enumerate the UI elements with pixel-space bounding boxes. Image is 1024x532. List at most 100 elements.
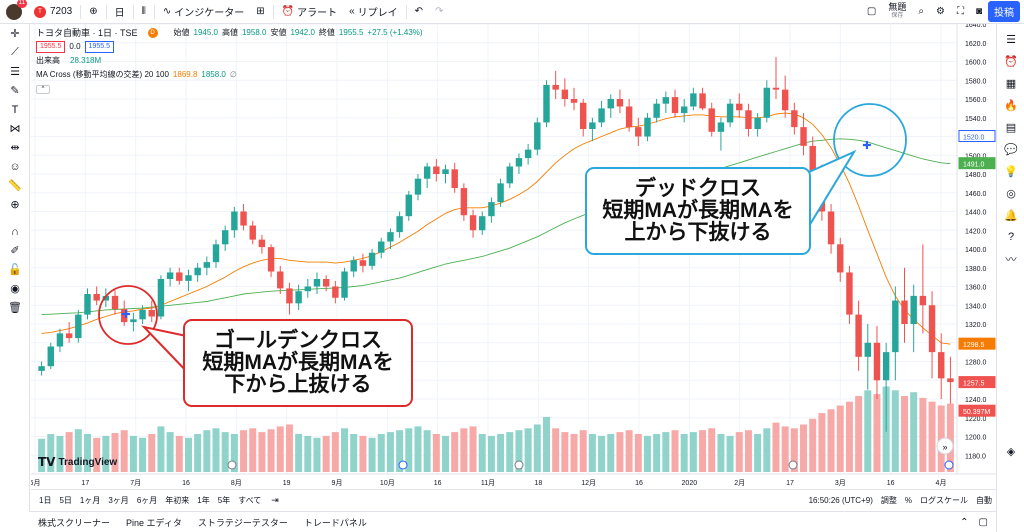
dividend-marker[interactable] — [398, 460, 408, 470]
help-button[interactable]: ? — [997, 226, 1024, 248]
calendar-range-icon[interactable]: ⇥ — [271, 495, 279, 505]
time-tick-label: 8月 — [231, 479, 242, 487]
volume-bar — [285, 424, 293, 472]
chart-type-button[interactable]: ⫴ — [136, 0, 152, 24]
alert-button[interactable]: ⏰ アラート — [276, 0, 343, 24]
footer-tab-0[interactable]: 株式スクリーナー — [38, 517, 111, 528]
settings-button[interactable]: ⚙ — [930, 0, 951, 24]
ask-box[interactable]: 1955.5 — [84, 41, 114, 53]
scroll-to-realtime-button[interactable] — [936, 437, 954, 455]
layout-select-button[interactable]: ▢ — [861, 0, 882, 24]
indicators-button[interactable]: ∿ インジケーター — [157, 0, 250, 24]
volume-bar — [469, 426, 477, 472]
volume-bar — [93, 437, 101, 472]
range-button-0[interactable]: 1日 — [39, 496, 52, 505]
maximize-panel-icon[interactable]: ▢ — [978, 516, 988, 528]
log-scale-button[interactable]: ログスケール — [920, 496, 968, 505]
layout-grid-button[interactable]: ⊞ — [250, 0, 270, 24]
volume-bar — [249, 428, 257, 472]
legend-symbol-title[interactable]: トヨタ自動車 · 1日 · TSE — [36, 28, 138, 38]
legend-collapse-button[interactable]: ^ — [36, 84, 50, 94]
pattern-tool[interactable]: ⋈ — [0, 119, 30, 138]
measure-tool[interactable]: ⇹ — [0, 138, 30, 157]
streams-button[interactable]: ◎ — [997, 182, 1024, 204]
auto-scale-button[interactable]: 自動 — [976, 496, 992, 505]
range-button-8[interactable]: すべて — [238, 496, 262, 505]
volume-bar — [855, 396, 863, 472]
quick-search-button[interactable]: ⌕ — [912, 0, 930, 24]
brush-tool[interactable]: ✎ — [0, 81, 30, 100]
time-tick-label: 16 — [182, 480, 190, 487]
footer-tab-list: 株式スクリーナー Pine エディタ ストラテジーテスター トレードパネル — [30, 516, 375, 529]
watchlist-button[interactable]: ☰ — [997, 28, 1024, 50]
time-tick-label: 17 — [786, 480, 794, 487]
crosshair-tool[interactable]: ✛ — [0, 24, 30, 43]
adjust-button[interactable]: 調整 — [880, 496, 897, 505]
trend-line-tool[interactable]: ⟋ — [0, 43, 30, 62]
replay-button[interactable]: «リプレイ — [343, 0, 404, 24]
earnings-marker[interactable] — [788, 460, 798, 470]
chat-button[interactable]: 💬 — [997, 138, 1024, 160]
candle-body — [277, 271, 284, 289]
range-button-6[interactable]: 1年 — [197, 496, 210, 505]
hotlist-button[interactable]: 🔥 — [997, 94, 1024, 116]
undo-icon: ↶ — [414, 6, 424, 17]
alerts-panel-button[interactable]: ⏰ — [997, 50, 1024, 72]
magnet-tool[interactable]: ∩ — [0, 222, 30, 241]
hide-tool[interactable]: ◉ — [0, 279, 30, 298]
symbol-search[interactable]: T 7203 — [28, 0, 78, 24]
fullscreen-button[interactable]: ⛶ — [951, 0, 970, 24]
earnings-marker[interactable] — [514, 460, 524, 470]
percent-button[interactable]: % — [904, 496, 912, 505]
bid-box[interactable]: 1955.5 — [36, 41, 66, 53]
range-button-3[interactable]: 3ヶ月 — [108, 496, 129, 505]
avatar[interactable]: 11 — [6, 0, 27, 20]
lock-tool[interactable]: 🔓 — [0, 260, 30, 279]
fib-tool[interactable]: ☰ — [0, 62, 30, 81]
footer-tab-3[interactable]: トレードパネル — [303, 517, 367, 528]
interval-button[interactable]: 日 — [114, 8, 125, 19]
text-tool[interactable]: T — [0, 100, 30, 119]
footer-tab-1[interactable]: Pine エディタ — [126, 517, 182, 528]
range-button-5[interactable]: 年初来 — [165, 496, 190, 505]
layout-name[interactable]: 無題 保存 — [882, 0, 912, 24]
remove-tool[interactable]: 🗑 — [0, 298, 30, 317]
layers-button[interactable]: ◈ — [997, 440, 1024, 462]
ruler-tool[interactable]: 📏 — [0, 176, 30, 195]
candle-body — [102, 295, 110, 301]
time-tick-label: 2月 — [734, 479, 745, 487]
snapshot-button[interactable]: ◙ — [970, 0, 988, 24]
clock[interactable]: 16:50:26 (UTC+9) — [808, 496, 873, 505]
signal-button[interactable]: 〰 — [997, 248, 1024, 270]
collapse-panel-icon[interactable]: ⌃ — [960, 516, 969, 528]
earnings-marker[interactable] — [227, 460, 237, 470]
range-button-2[interactable]: 1ヶ月 — [79, 496, 101, 505]
lock-draw-tool[interactable]: ✐ — [0, 241, 30, 260]
add-symbol-button[interactable]: ⊕ — [83, 0, 103, 24]
data-window-button[interactable]: ▦ — [997, 72, 1024, 94]
volume-bar — [910, 392, 918, 472]
redo-button[interactable]: ↷ — [429, 0, 449, 24]
range-button-4[interactable]: 6ヶ月 — [136, 496, 158, 505]
candle-body — [763, 87, 771, 118]
ma-long-value: 1858.0 — [201, 70, 226, 79]
volume-bar — [506, 432, 514, 472]
ma-indicator-label[interactable]: MA Cross (移動平均線の交差) 20 100 — [36, 70, 169, 79]
undo-button[interactable]: ↶ — [409, 0, 429, 24]
zoom-tool[interactable]: ⊕ — [0, 195, 30, 214]
range-button-7[interactable]: 5年 — [217, 496, 231, 505]
candle-body — [240, 211, 247, 226]
dividend-marker[interactable] — [944, 460, 954, 470]
volume-bar — [313, 437, 321, 472]
calendar-button[interactable]: ▤ — [997, 116, 1024, 138]
footer-tab-2[interactable]: ストラテジーテスター — [197, 517, 288, 528]
notifications-button[interactable]: 🔔 — [997, 204, 1024, 226]
price-tick-label: 1460.0 — [965, 191, 987, 198]
range-button-1[interactable]: 5日 — [59, 496, 72, 505]
post-button[interactable]: 投稿 — [988, 1, 1020, 22]
price-tick-label: 1560.0 — [965, 97, 987, 104]
price-chart[interactable]: 1640.0 1620.0 1600.0 1580.0 1560.0 1540.0 1520… — [31, 24, 996, 489]
emoji-tool[interactable]: ☺ — [0, 157, 30, 176]
time-axis[interactable]: 6月 17 7月 16 8月 19 9月 10月 16 11月 18 12月 16 2020 2月 17 3月 1… — [31, 479, 946, 487]
ideas-button[interactable]: 💡 — [997, 160, 1024, 182]
